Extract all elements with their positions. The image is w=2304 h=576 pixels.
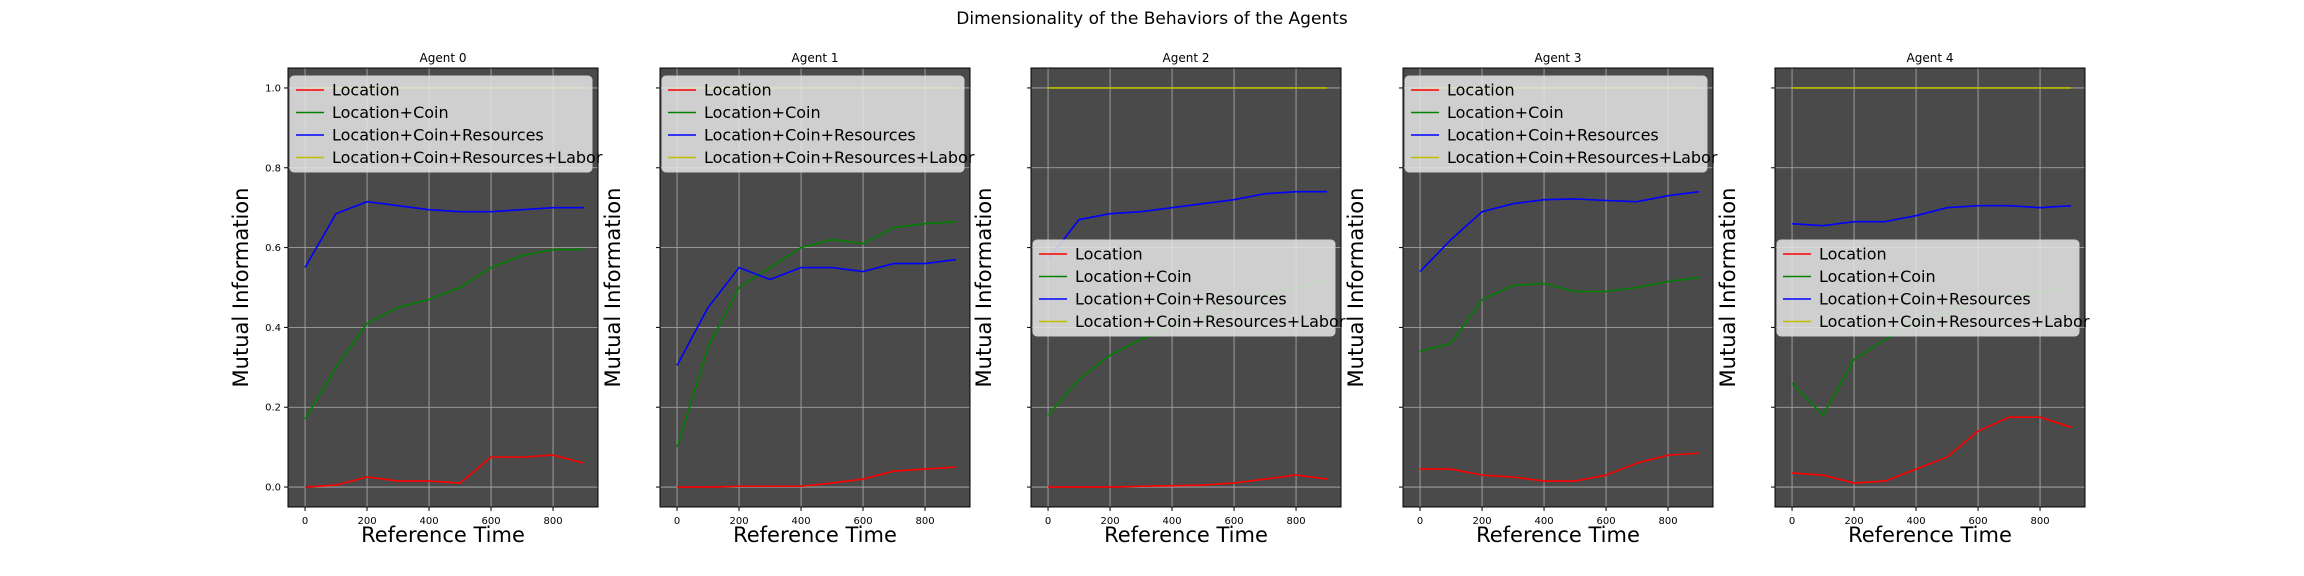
y-tick-label: 0.0 <box>265 483 281 494</box>
series-line-2 <box>676 258 957 366</box>
x-axis-label: Reference Time <box>361 523 525 547</box>
x-tick-label: 800 <box>544 516 563 527</box>
legend-box <box>289 75 593 173</box>
series-line-0 <box>677 466 957 488</box>
legend-entry-1: Location+Coin <box>1819 267 1936 286</box>
legend-entry-2: Location+Coin+Resources <box>332 126 544 145</box>
x-tick-label: 200 <box>358 516 377 527</box>
y-axis-label: Mutual Information <box>601 188 625 388</box>
axes-frame <box>287 67 599 508</box>
y-axis-label: Mutual Information <box>1344 188 1368 388</box>
x-tick-label: 0 <box>1045 516 1051 527</box>
x-tick-label: 600 <box>1225 516 1244 527</box>
series-line-0 <box>304 454 585 488</box>
legend-entry-1: Location+Coin <box>704 103 821 122</box>
axes-frame <box>1030 67 1342 508</box>
series-line-1 <box>304 248 585 420</box>
legend-entry-2: Location+Coin+Resources <box>1075 290 1287 309</box>
figure-title: Dimensionality of the Behaviors of the A… <box>956 9 1348 29</box>
legend-entry-0: Location <box>704 81 772 100</box>
legend-box <box>1776 239 2080 337</box>
x-tick-label: 0 <box>302 516 308 527</box>
legend-entry-2: Location+Coin+Resources <box>1447 126 1659 145</box>
x-tick-label: 200 <box>1845 516 1864 527</box>
x-tick-label: 0 <box>1417 516 1423 527</box>
x-tick-label: 800 <box>2031 516 2050 527</box>
x-tick-label: 800 <box>1287 516 1306 527</box>
panel-title: Agent 1 <box>792 51 839 65</box>
legend-box <box>1032 239 1336 337</box>
x-tick-label: 800 <box>1659 516 1678 527</box>
x-tick-label: 0 <box>1789 516 1795 527</box>
x-axis-label: Reference Time <box>733 523 897 547</box>
x-tick-label: 200 <box>1473 516 1492 527</box>
panel-agent-4: 0 200 400 600 800 Agent 4 Reference Time Mutual… <box>1716 51 2090 547</box>
x-tick-label: 600 <box>1969 516 1988 527</box>
legend-entry-3: Location+Coin+Resources+Labor <box>1819 312 2090 331</box>
series-line-0 <box>1048 474 1328 488</box>
legend-entry-1: Location+Coin <box>332 103 449 122</box>
series-line-2 <box>1791 204 2072 227</box>
x-tick-label: 400 <box>1535 516 1554 527</box>
legend-entry-3: Location+Coin+Resources+Labor <box>1447 148 1718 167</box>
panels-group: 0 200 400 600 800 0.0 0.2 0.4 0.6 0.8 1.0 Agent 0 Re… <box>229 51 2090 547</box>
legend-entry-3: Location+Coin+Resources+Labor <box>1075 312 1346 331</box>
legend-box <box>1404 75 1708 173</box>
x-axis-label: Reference Time <box>1848 523 2012 547</box>
y-tick-label: 0.6 <box>265 243 281 254</box>
panel-title: Agent 2 <box>1163 51 1210 65</box>
panel-title: Agent 0 <box>420 51 467 65</box>
x-tick-label: 600 <box>1597 516 1616 527</box>
x-tick-label: 400 <box>1907 516 1926 527</box>
panel-agent-0: 0 200 400 600 800 0.0 0.2 0.4 0.6 0.8 1.0 Agent 0 Re… <box>229 51 603 547</box>
axes-frame <box>1402 67 1714 508</box>
legend-entry-0: Location <box>332 81 400 100</box>
x-tick-label: 400 <box>420 516 439 527</box>
y-axis-label: Mutual Information <box>1716 188 1740 388</box>
y-tick-label: 1.0 <box>265 83 281 94</box>
x-axis-label: Reference Time <box>1476 523 1640 547</box>
x-tick-label: 600 <box>854 516 873 527</box>
legend-entry-0: Location <box>1075 245 1143 264</box>
legend-entry-0: Location <box>1447 81 1515 100</box>
legend-entry-2: Location+Coin+Resources <box>704 126 916 145</box>
x-tick-label: 400 <box>792 516 811 527</box>
series-line-2 <box>304 200 585 268</box>
axes-frame <box>1774 67 2086 508</box>
legend-entry-2: Location+Coin+Resources <box>1819 290 2031 309</box>
series-line-1 <box>676 220 957 448</box>
series-line-2 <box>1419 190 1700 273</box>
panel-agent-1: 0 200 400 600 800 Agent 1 Reference Time Mutual… <box>601 51 975 547</box>
y-tick-label: 0.4 <box>265 323 281 334</box>
y-axis-label: Mutual Information <box>229 188 253 388</box>
x-tick-label: 0 <box>674 516 680 527</box>
series-line-1 <box>1419 276 1700 353</box>
x-tick-label: 200 <box>1101 516 1120 527</box>
series-line-0 <box>1791 416 2072 484</box>
y-tick-label: 0.2 <box>265 403 281 414</box>
series-line-0 <box>1420 452 1700 482</box>
panel-agent-3: 0 200 400 600 800 Agent 3 Reference Time Mutual… <box>1344 51 1718 547</box>
legend-entry-1: Location+Coin <box>1075 267 1192 286</box>
legend-entry-1: Location+Coin <box>1447 103 1564 122</box>
legend-entry-3: Location+Coin+Resources+Labor <box>704 148 975 167</box>
series-line-2 <box>1047 190 1328 261</box>
legend-entry-0: Location <box>1819 245 1887 264</box>
panel-title: Agent 4 <box>1907 51 1954 65</box>
legend-entry-3: Location+Coin+Resources+Labor <box>332 148 603 167</box>
panel-title: Agent 3 <box>1535 51 1582 65</box>
y-axis-label: Mutual Information <box>972 188 996 388</box>
x-axis-label: Reference Time <box>1104 523 1268 547</box>
y-tick-label: 0.8 <box>265 163 281 174</box>
panel-agent-2: 0 200 400 600 800 Agent 2 Reference Time Mutual… <box>972 51 1346 547</box>
x-tick-label: 200 <box>730 516 749 527</box>
x-tick-label: 600 <box>482 516 501 527</box>
x-tick-label: 400 <box>1163 516 1182 527</box>
axes-frame <box>659 67 971 508</box>
x-tick-label: 800 <box>916 516 935 527</box>
legend-box <box>661 75 965 173</box>
